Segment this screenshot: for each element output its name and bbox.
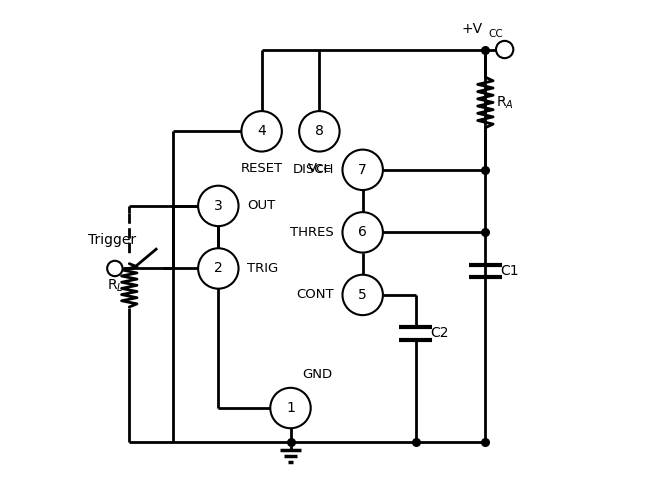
Text: 8: 8	[315, 124, 324, 138]
Text: CC: CC	[489, 29, 503, 39]
Text: R$_L$: R$_L$	[107, 277, 124, 293]
Circle shape	[342, 275, 383, 315]
Circle shape	[198, 248, 239, 288]
Text: OUT: OUT	[247, 199, 276, 212]
Circle shape	[496, 41, 513, 58]
Circle shape	[270, 388, 311, 428]
Text: Trigger: Trigger	[88, 233, 136, 247]
Text: 6: 6	[358, 226, 367, 240]
Text: 2: 2	[214, 261, 222, 275]
Text: 3: 3	[214, 199, 222, 213]
Text: CONT: CONT	[296, 288, 334, 302]
Text: 5: 5	[359, 288, 367, 302]
Text: R$_A$: R$_A$	[496, 94, 514, 111]
Text: Vcc: Vcc	[307, 162, 332, 175]
Text: 4: 4	[257, 124, 266, 138]
Text: 7: 7	[359, 163, 367, 177]
Circle shape	[342, 212, 383, 253]
Text: RESET: RESET	[241, 162, 283, 175]
Text: +V: +V	[462, 22, 483, 36]
Circle shape	[107, 261, 122, 276]
Text: THRES: THRES	[290, 226, 334, 239]
Text: DISCH: DISCH	[292, 163, 334, 176]
Text: GND: GND	[302, 367, 332, 380]
Circle shape	[241, 111, 282, 151]
Circle shape	[299, 111, 340, 151]
Text: 1: 1	[286, 401, 295, 415]
Circle shape	[342, 150, 383, 190]
Text: C2: C2	[430, 326, 449, 340]
Text: C1: C1	[500, 264, 519, 278]
Text: TRIG: TRIG	[247, 262, 278, 275]
Circle shape	[198, 186, 239, 226]
